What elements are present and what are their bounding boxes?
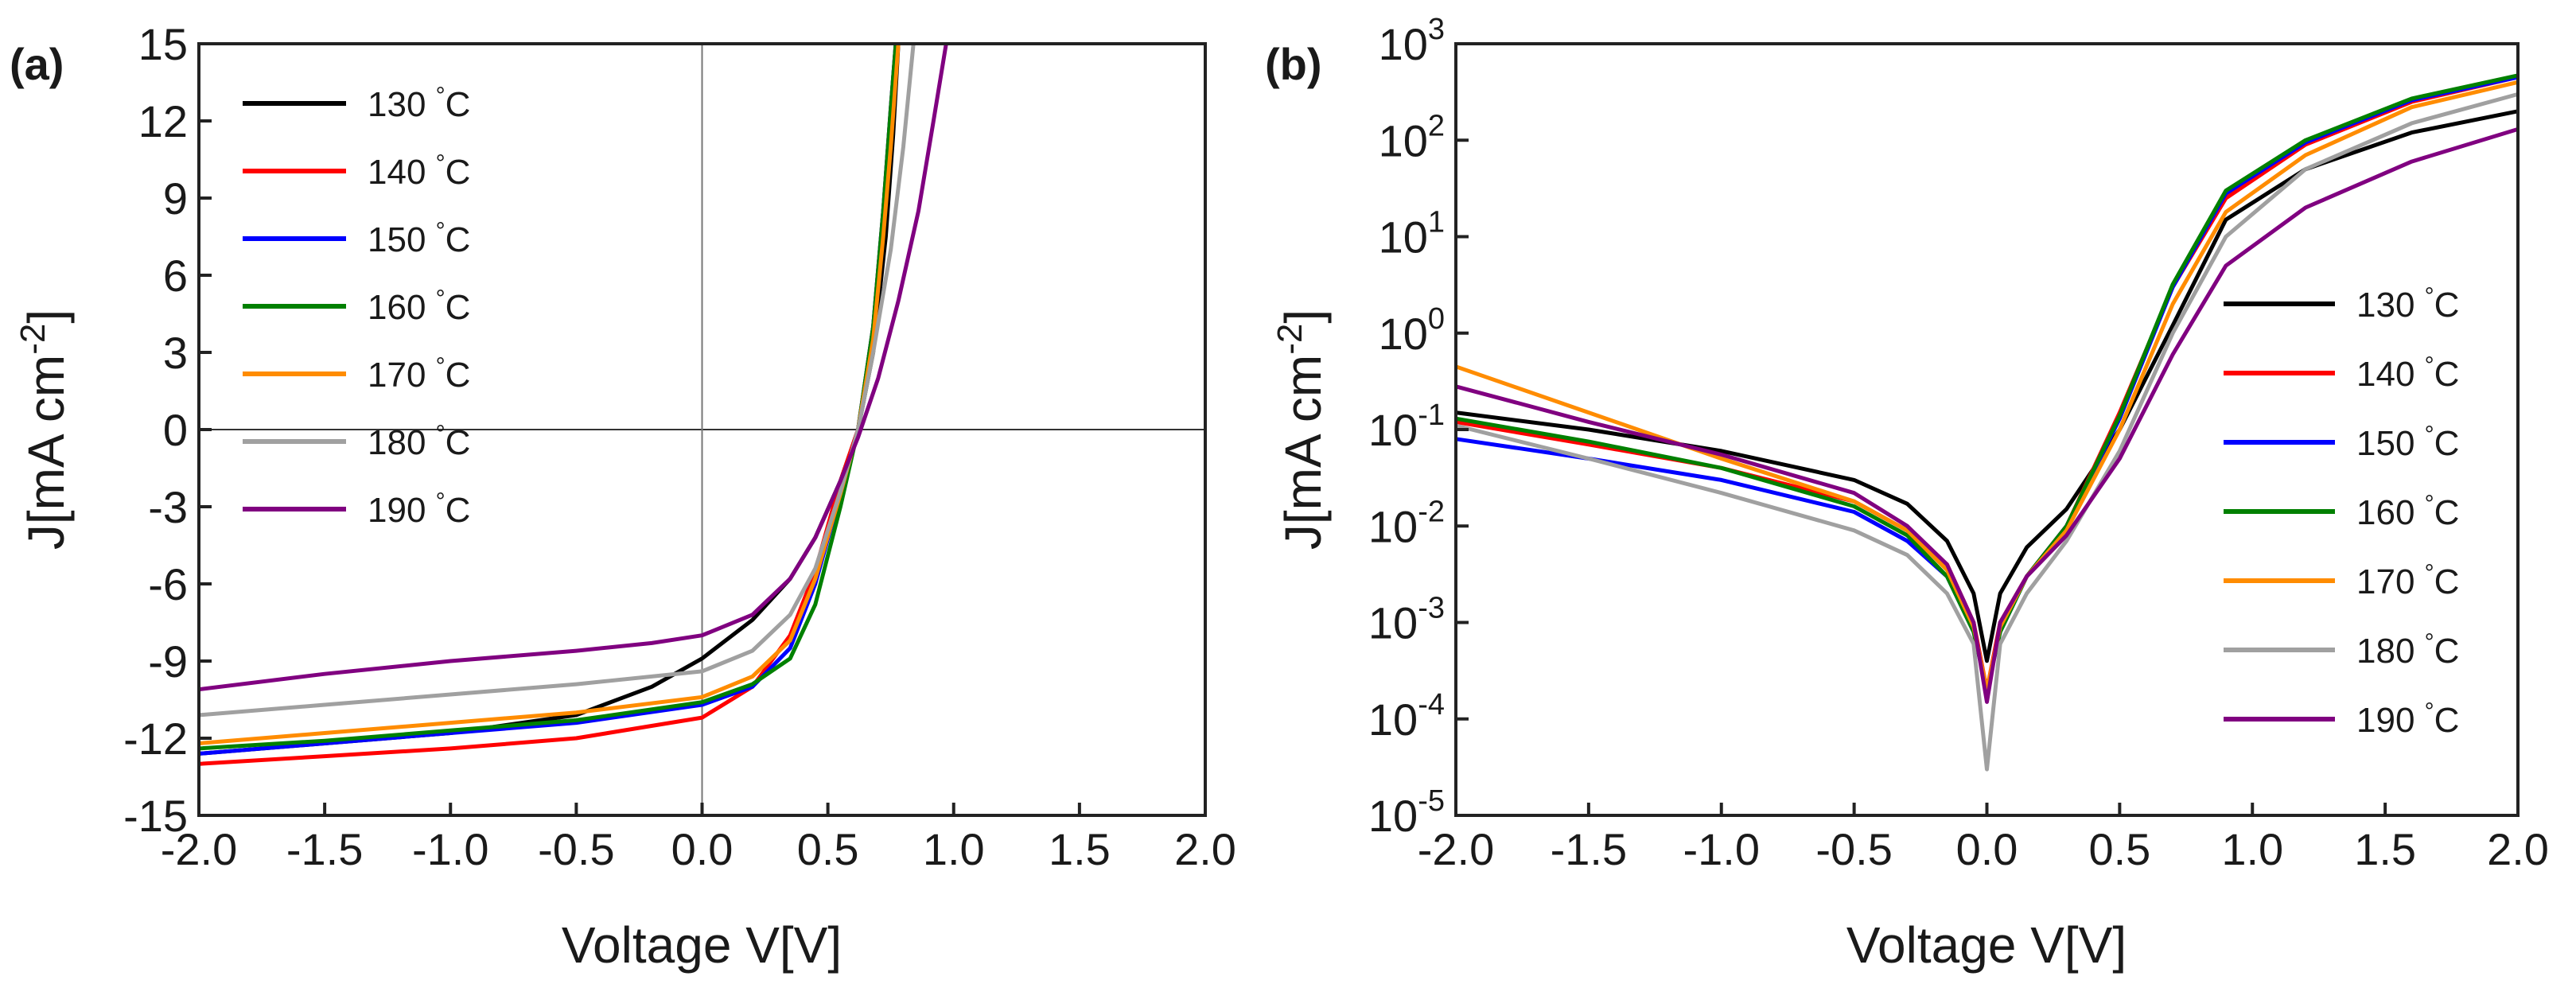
a-series-line-170 [198, 43, 901, 745]
a-x-axis-title: Voltage V[V] [562, 916, 842, 974]
a-series-lines [198, 43, 948, 766]
a-y-ticks: -15 -12 -9 -6 -3 0 3 6 9 12 15 [123, 19, 212, 841]
b-y-tick-label: 10-4 [1368, 688, 1445, 745]
b-y-ticks: 10-5 10-4 10-3 10-2 10-1 100 101 102 103 [1368, 13, 1469, 841]
b-x-tick-label: 1.5 [2354, 824, 2416, 874]
panel-label-b: (b) [1265, 39, 1322, 89]
a-x-tick-label: 1.0 [923, 824, 985, 874]
b-x-tick-label: -2.0 [1418, 824, 1495, 874]
b-x-tick-label: 0.0 [1956, 824, 2018, 874]
b-legend-label-160: 160 °C [2356, 491, 2459, 532]
b-x-tick-label: 2.0 [2487, 824, 2549, 874]
b-y-axis-title-close: ] [1274, 309, 1332, 324]
a-legend-label-150: 150 °C [368, 218, 470, 259]
a-series-line-190 [198, 43, 948, 692]
a-x-tick-label: -0.5 [538, 824, 615, 874]
a-y-axis-title: J[mA cm-2] [14, 309, 75, 550]
a-x-tick-label: -2.0 [161, 824, 238, 874]
a-x-tick-label: -1.0 [412, 824, 489, 874]
b-y-axis-title-sup: -2 [1270, 324, 1309, 355]
b-y-tick-label: 10-5 [1368, 784, 1445, 841]
a-y-axis-title-main: J[mA cm [18, 355, 75, 550]
a-y-tick-label: 12 [138, 96, 188, 146]
b-y-tick-label: 10-1 [1368, 399, 1445, 455]
a-y-tick-label: 6 [163, 251, 188, 301]
b-legend-label-150: 150 °C [2356, 422, 2459, 463]
a-legend-label-160: 160 °C [368, 286, 470, 327]
a-x-tick-label: 1.5 [1049, 824, 1111, 874]
a-y-tick-label: 3 [163, 328, 188, 378]
a-y-tick-label: -3 [148, 482, 188, 532]
a-legend-label-170: 170 °C [368, 353, 470, 395]
b-y-tick-label: 101 [1379, 206, 1445, 263]
a-y-tick-label: -15 [123, 791, 188, 841]
b-x-tick-label: -1.0 [1683, 824, 1761, 874]
a-legend: 130 °C 140 °C 150 °C 160 °C 170 °C 180 °C 190 … [243, 83, 470, 530]
b-legend-label-130: 130 °C [2356, 283, 2459, 325]
b-series-line-180 [1455, 91, 2519, 772]
b-legend-label-170: 170 °C [2356, 560, 2459, 601]
a-x-tick-label: -1.5 [286, 824, 364, 874]
b-y-tick-label: 10-2 [1368, 495, 1445, 551]
a-legend-label-130: 130 °C [368, 83, 470, 124]
b-x-tick-label: 1.0 [2221, 824, 2283, 874]
b-legend-label-190: 190 °C [2356, 698, 2459, 740]
a-y-tick-label: -12 [123, 714, 188, 764]
a-legend-label-190: 190 °C [368, 488, 470, 530]
b-series-line-190 [1455, 127, 2519, 704]
a-series-line-180 [198, 43, 916, 718]
b-y-tick-label: 100 [1379, 302, 1445, 359]
a-series-line-150 [198, 43, 898, 756]
b-y-axis-title-main: J[mA cm [1274, 355, 1332, 550]
b-y-axis-title: J[mA cm-2] [1270, 309, 1332, 550]
b-legend-label-140: 140 °C [2356, 352, 2459, 394]
a-x-ticks: -2.0 -1.5 -1.0 -0.5 0.0 0.5 1.0 1.5 2.0 [161, 803, 1236, 874]
a-x-tick-label: 2.0 [1174, 824, 1236, 874]
a-x-tick-label: 0.0 [671, 824, 733, 874]
a-legend-label-140: 140 °C [368, 150, 470, 192]
a-zero-lines [199, 44, 1205, 815]
a-series-line-160 [198, 43, 898, 751]
b-y-tick-label: 10-3 [1368, 592, 1445, 648]
a-y-tick-label: 9 [163, 173, 188, 224]
b-y-tick-label: 102 [1379, 109, 1445, 165]
b-x-tick-label: -0.5 [1815, 824, 1893, 874]
b-legend-label-180: 180 °C [2356, 629, 2459, 671]
a-x-tick-label: 0.5 [797, 824, 859, 874]
panel-a: (a) -2.0 -1.5 -1.0 -0.5 0.0 0.5 1.0 1.5 2.0 -15-… [10, 19, 1236, 974]
b-x-tick-label: 0.5 [2088, 824, 2150, 874]
a-y-axis-title-sup: -2 [14, 324, 53, 355]
a-y-tick-label: -9 [148, 636, 188, 687]
a-y-tick-label: 0 [163, 405, 188, 455]
b-series-line-130 [1455, 109, 2519, 663]
b-x-axis-title: Voltage V[V] [1846, 916, 2127, 974]
b-series-lines [1455, 73, 2519, 772]
a-y-tick-label: 15 [138, 19, 188, 69]
a-y-tick-label: -6 [148, 559, 188, 609]
panel-b: (b) -2.0 -1.5 -1.0 -0.5 0.0 0.5 1.0 1.5 2.0 10-5… [1265, 13, 2549, 974]
panel-label-a: (a) [10, 39, 64, 89]
b-x-tick-label: -1.5 [1551, 824, 1628, 874]
b-legend: 130 °C 140 °C 150 °C 160 °C 170 °C 180 °C 190 … [2224, 283, 2459, 740]
b-y-tick-label: 103 [1379, 13, 1445, 69]
a-legend-label-180: 180 °C [368, 421, 470, 462]
b-x-ticks: -2.0 -1.5 -1.0 -0.5 0.0 0.5 1.0 1.5 2.0 [1418, 803, 2549, 874]
a-y-axis-title-close: ] [18, 309, 75, 324]
